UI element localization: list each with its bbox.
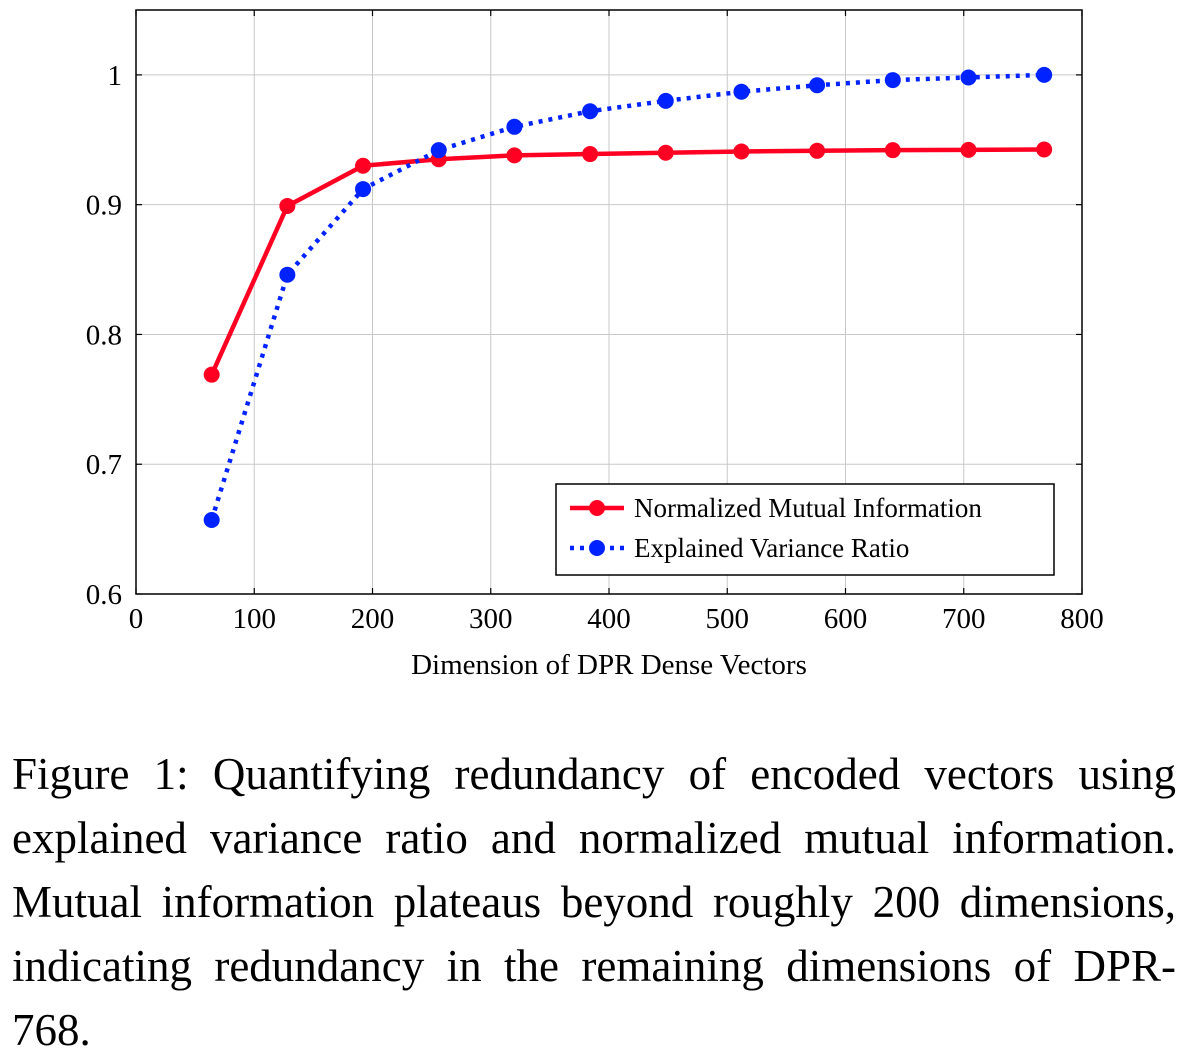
data-point (1036, 141, 1053, 158)
series-2 (203, 66, 1053, 529)
y-tick-label: 0.8 (86, 319, 122, 351)
grid (136, 10, 1082, 594)
data-point (582, 103, 599, 120)
x-tick-label: 0 (129, 603, 144, 635)
legend-item: Normalized Mutual Information (570, 493, 982, 523)
data-point (733, 143, 750, 160)
x-tick-label: 400 (587, 603, 631, 635)
data-point (203, 366, 220, 383)
x-tick-label: 100 (233, 603, 277, 635)
x-tick-label: 800 (1060, 603, 1104, 635)
chart-figure: 0 100 200 300 400 500 600 700 800 0.6 0.7 0.8 0.9 1 D… (86, 9, 1104, 681)
x-tick-label: 600 (824, 603, 868, 635)
legend-label: Normalized Mutual Information (634, 493, 982, 523)
data-point (1036, 66, 1053, 83)
data-point (657, 144, 674, 161)
legend-swatch-marker (589, 500, 605, 516)
x-tick-label: 700 (942, 603, 986, 635)
data-point (809, 77, 826, 94)
legend-box (555, 483, 1055, 576)
data-point (355, 157, 372, 174)
data-point (960, 69, 977, 86)
data-point (884, 142, 901, 159)
series-line (209, 147, 1045, 376)
data-point (582, 146, 599, 163)
x-tick-label: 300 (469, 603, 513, 635)
data-point (960, 141, 977, 158)
y-tick-label: 0.7 (86, 449, 122, 481)
data-point (657, 92, 674, 109)
legend: Normalized Mutual Information Explained V… (555, 483, 1055, 576)
legend-item: Explained Variance Ratio (570, 533, 909, 563)
data-point (809, 142, 826, 159)
data-point (430, 142, 447, 159)
series-1 (203, 141, 1053, 383)
line-chart: 0 100 200 300 400 500 600 700 800 0.6 0.7 0.8 0.9 1 D… (86, 9, 1104, 681)
axis-ticks: 0 100 200 300 400 500 600 700 800 0.6 0.7 0.8 0.9 1 (86, 10, 1104, 635)
series-line (209, 72, 1045, 521)
data-point (733, 83, 750, 100)
series (203, 66, 1053, 529)
figure-caption: Figure 1: Quantifying redundancy of enco… (12, 749, 1176, 1055)
data-point (355, 181, 372, 198)
y-tick-label: 1 (108, 60, 123, 92)
x-axis-title: Dimension of DPR Dense Vectors (411, 649, 807, 681)
x-tick-label: 200 (351, 603, 395, 635)
y-tick-label: 0.6 (86, 579, 122, 611)
data-point (279, 266, 296, 283)
y-tick-label: 0.9 (86, 190, 122, 222)
x-tick-label: 500 (706, 603, 750, 635)
legend-label: Explained Variance Ratio (634, 533, 909, 563)
data-point (884, 72, 901, 89)
data-point (506, 147, 523, 164)
data-point (506, 118, 523, 135)
legend-swatch-marker (589, 540, 605, 556)
data-point (279, 197, 296, 214)
data-point (203, 512, 220, 529)
